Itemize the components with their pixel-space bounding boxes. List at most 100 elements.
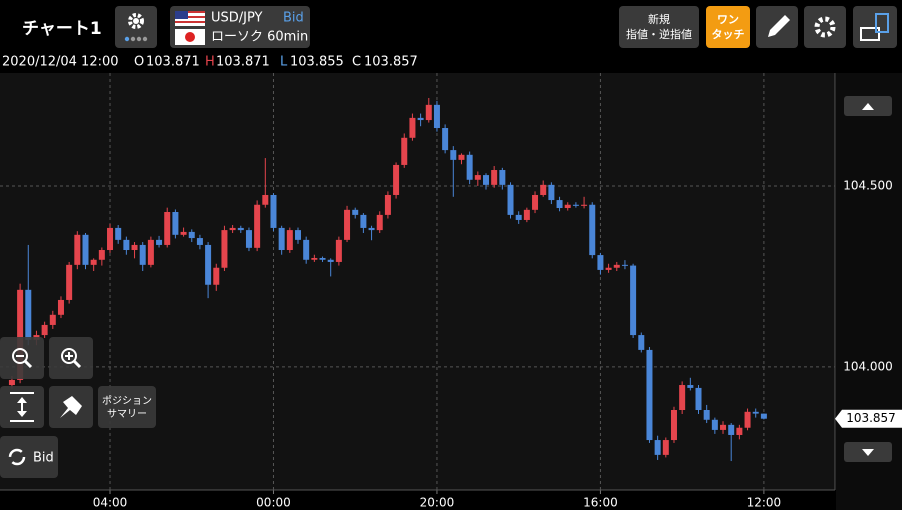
y-tick-label: 104.500: [843, 178, 893, 192]
candle-body: [344, 209, 351, 240]
candle-body: [760, 413, 767, 419]
candle-body: [393, 164, 400, 195]
ohlc-label: H: [205, 55, 215, 70]
candle-body: [213, 267, 220, 285]
candle-body: [703, 410, 710, 420]
zoom-in-button[interactable]: [49, 337, 93, 379]
candle-body: [654, 440, 661, 455]
candle-body: [384, 194, 391, 215]
candle-body: [515, 214, 522, 220]
candle-body: [41, 324, 48, 336]
candle-body: [540, 184, 547, 195]
rotate-button[interactable]: [853, 6, 897, 48]
candle-body: [736, 427, 743, 435]
candle-body: [597, 255, 604, 270]
side-toggle-button[interactable]: Bid: [0, 436, 58, 478]
chart-title: チャート1: [22, 19, 102, 39]
candle-body: [572, 204, 579, 206]
candle-body: [57, 299, 64, 315]
candle-body: [25, 289, 32, 340]
scroll-down-button[interactable]: [844, 442, 892, 462]
candle-body: [303, 239, 310, 260]
x-tick-label: 12:00: [747, 496, 782, 510]
config-button[interactable]: [804, 6, 846, 48]
candle-body: [482, 175, 489, 185]
position-summary-button[interactable]: ポジション サマリー: [98, 386, 156, 428]
candle-body: [156, 239, 163, 245]
order-button[interactable]: 新規 指値・逆指値: [619, 6, 699, 48]
chart-kind: ローソク 60min: [211, 30, 308, 45]
pin-button[interactable]: [49, 386, 93, 428]
pair-button[interactable]: USD/JPY Bid ローソク 60min: [170, 6, 310, 48]
fit-button[interactable]: [0, 386, 44, 428]
candle-body: [425, 104, 432, 121]
ohlc-label: L: [280, 55, 288, 70]
candle-body: [188, 231, 195, 239]
candle-body: [82, 234, 89, 265]
y-tick-label: 104.000: [843, 359, 893, 373]
candle-body: [474, 175, 481, 180]
candle-body: [466, 154, 473, 180]
candle-body: [270, 194, 277, 228]
candle-body: [752, 411, 759, 414]
side: Bid: [283, 11, 304, 26]
candle-body: [172, 212, 179, 235]
candle-body: [295, 230, 302, 240]
ohlc-value: 103.871: [146, 55, 200, 70]
candle-body: [744, 411, 751, 428]
candle-body: [90, 259, 97, 265]
candle-body: [556, 200, 563, 209]
candle-body: [589, 204, 596, 256]
candle-body: [646, 349, 653, 441]
candle-body: [139, 244, 146, 265]
candle-body: [131, 244, 138, 251]
candle-body: [548, 184, 555, 201]
candle-body: [17, 289, 24, 380]
candle-body: [205, 244, 212, 285]
candle-body: [662, 440, 669, 455]
x-tick-label: 16:00: [583, 496, 618, 510]
draw-button[interactable]: [756, 6, 798, 48]
candle-body: [417, 117, 424, 121]
candle-body: [278, 227, 285, 251]
candle-body: [311, 257, 318, 260]
ohlc-label: C: [352, 55, 361, 70]
candle-body: [564, 204, 571, 209]
x-tick-label: 04:00: [93, 496, 128, 510]
ohlc-value: 103.855: [290, 55, 344, 70]
candle-body: [409, 117, 416, 138]
candle-body: [376, 214, 383, 231]
candle-body: [679, 385, 686, 411]
candle-body: [368, 227, 375, 231]
onetouch-button[interactable]: ワン タッチ: [706, 6, 750, 48]
candle-body: [401, 137, 408, 165]
candle-body: [638, 335, 645, 350]
summary-label: ポジション: [102, 395, 152, 407]
candle-body: [237, 227, 244, 231]
x-tick-label: 00:00: [256, 496, 291, 510]
candle-body: [523, 209, 530, 220]
candle-body: [670, 410, 677, 441]
zoom-out-button[interactable]: [0, 337, 44, 379]
candle-body: [711, 419, 718, 430]
candle-body: [532, 194, 539, 210]
candle-body: [458, 154, 465, 160]
candle-body: [352, 209, 359, 215]
order-label: 新規: [648, 12, 670, 26]
candle-body: [221, 230, 228, 268]
candle-body: [123, 239, 130, 251]
candle-body: [327, 259, 334, 262]
candle-body: [630, 265, 637, 336]
candle-body: [98, 250, 105, 260]
candle-body: [613, 264, 620, 268]
candle-body: [196, 238, 203, 245]
settings-button[interactable]: [115, 6, 157, 48]
price-axis-panel: [836, 73, 902, 510]
candle-body: [229, 227, 236, 231]
candle-body: [581, 204, 588, 206]
onetouch-label: タッチ: [712, 28, 745, 41]
candle-body: [49, 314, 56, 325]
candle-body: [66, 264, 73, 300]
scroll-up-button[interactable]: [844, 96, 892, 116]
